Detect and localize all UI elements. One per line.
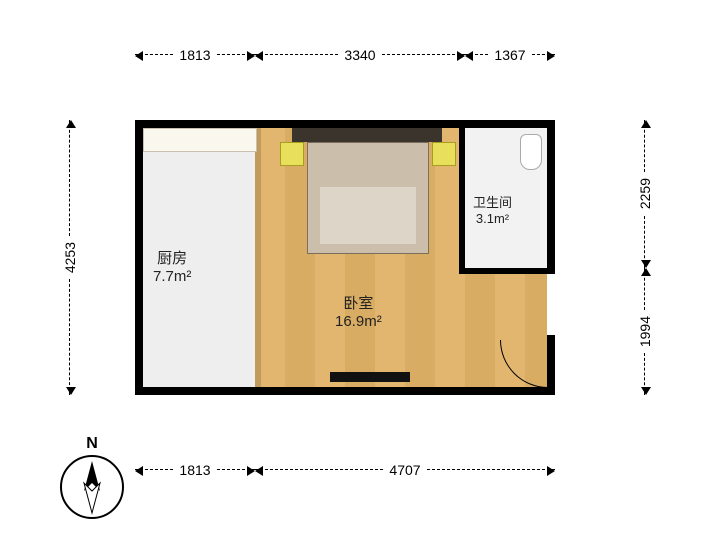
dim-top-1: 1813: [135, 40, 255, 70]
kitchen-area: 7.7m²: [153, 268, 191, 285]
dim-bottom-1: 1813: [135, 455, 255, 485]
wall-bottom: [135, 387, 555, 395]
tv-unit: [330, 372, 410, 382]
dim-top-2: 3340: [255, 40, 465, 70]
dim-bottom-2: 4707: [255, 455, 555, 485]
wall-kitchen-bedroom: [255, 120, 261, 395]
bathroom-label: 卫生间 3.1m²: [473, 195, 512, 226]
wall-bath-left: [459, 120, 465, 274]
bed-headboard: [292, 128, 442, 142]
wall-right-upper: [547, 120, 555, 270]
floorplan-canvas: 1813 3340 1367 1813 4707 4253 2259 1994: [0, 0, 720, 550]
dim-bottom-2-label: 4707: [383, 462, 426, 478]
dim-top-3: 1367: [465, 40, 555, 70]
dim-right-2: 1994: [630, 268, 660, 395]
dim-top-2-label: 3340: [338, 47, 381, 63]
dim-bottom-1-label: 1813: [173, 462, 216, 478]
kitchen-label: 厨房 7.7m²: [153, 250, 191, 286]
kitchen-name: 厨房: [157, 250, 187, 267]
nightstand-right: [432, 142, 456, 166]
compass-north-label: N: [62, 435, 122, 453]
wall-bath-bottom: [459, 268, 555, 274]
bedroom-label: 卧室 16.9m²: [335, 295, 382, 331]
bedroom-area: 16.9m²: [335, 313, 382, 330]
dim-top-3-label: 1367: [488, 47, 531, 63]
wall-left: [135, 120, 143, 395]
dim-right-1-label: 2259: [637, 172, 653, 215]
bathroom-name: 卫生间: [473, 195, 512, 210]
bathroom-area: 3.1m²: [476, 211, 509, 226]
nightstand-left: [280, 142, 304, 166]
wall-top: [135, 120, 555, 128]
dim-right-1: 2259: [630, 120, 660, 268]
plan-area: 厨房 7.7m² 卧室 16.9m² 卫生间 3.1m²: [135, 120, 555, 395]
kitchen-counter: [143, 128, 257, 152]
dim-left-1-label: 4253: [62, 236, 78, 279]
dim-right-2-label: 1994: [637, 310, 653, 353]
compass-icon: N: [60, 455, 124, 519]
wall-right-lower: [547, 335, 555, 395]
toilet: [520, 134, 542, 170]
bed: [307, 142, 429, 254]
dim-left-1: 4253: [55, 120, 85, 395]
dim-top-1-label: 1813: [173, 47, 216, 63]
bedroom-name: 卧室: [343, 295, 373, 312]
